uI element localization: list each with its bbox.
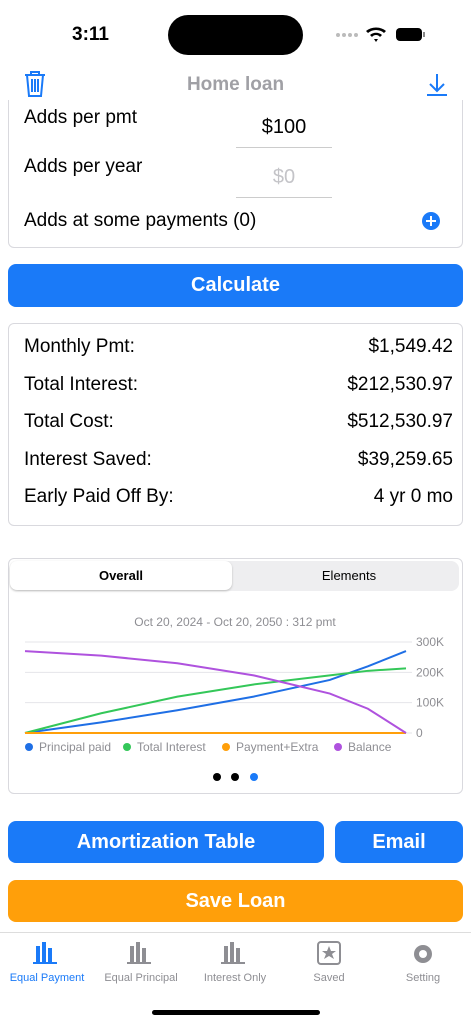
legend-label: Balance [348, 740, 392, 754]
y-tick-label: 0 [416, 726, 423, 740]
chart: Oct 20, 2024 - Oct 20, 2050 : 312 pmt 0 1… [24, 615, 444, 781]
legend-label: Payment+Extra [236, 740, 319, 754]
series-line [24, 650, 407, 734]
result-label: Interest Saved: [24, 448, 152, 470]
chart-card [8, 558, 463, 794]
page-dot[interactable] [250, 773, 258, 781]
tab-overall[interactable]: Overall [10, 561, 232, 590]
input-label: Adds per pmt [24, 107, 137, 128]
adds-label: Adds at some payments (0) [24, 210, 257, 231]
download-icon[interactable] [425, 72, 449, 98]
legend-marker [25, 743, 33, 751]
result-row: Total Cost: $512,530.97 [24, 411, 453, 433]
result-row: Interest Saved: $39,259.65 [24, 449, 453, 471]
y-tick-label: 200K [416, 665, 444, 679]
save-button[interactable]: Save Loan [8, 880, 463, 922]
legend-marker [222, 743, 230, 751]
tab-item[interactable]: Saved [313, 972, 345, 984]
y-tick-label: 100K [416, 696, 444, 710]
calculate-button[interactable]: Calculate [8, 264, 463, 307]
legend-marker [334, 743, 342, 751]
series-line [24, 667, 407, 734]
page-dot[interactable] [213, 773, 221, 781]
legend-label: Principal paid [39, 740, 111, 754]
status-icons [336, 27, 425, 42]
tab-item[interactable]: Equal Payment [9, 972, 85, 984]
delete-icon[interactable] [22, 70, 48, 98]
result-row: Monthly Pmt: $1,549.42 [24, 336, 453, 358]
results-card [8, 323, 463, 526]
result-row: Total Interest: $212,530.97 [24, 374, 453, 396]
result-value: $512,530.97 [347, 411, 453, 432]
nav-title: Home loan [186, 74, 285, 95]
result-label: Total Interest: [24, 373, 139, 395]
result-label: Monthly Pmt: [24, 336, 135, 357]
result-value: $39,259.65 [357, 448, 453, 470]
input-field[interactable]: $0 [236, 166, 332, 198]
result-label: Early Paid Off By: [24, 486, 174, 507]
tab-elements[interactable]: Elements [321, 568, 377, 583]
tabbar-icons [33, 941, 432, 965]
result-row: Early Paid Off By: 4 yr 0 mo [24, 486, 453, 508]
legend-marker [123, 743, 131, 751]
legend-label: Total Interest [137, 740, 206, 754]
result-label: Total Cost: [24, 411, 114, 432]
result-value: $1,549.42 [368, 336, 453, 357]
result-value: 4 yr 0 mo [373, 486, 453, 507]
home-indicator [152, 1010, 320, 1015]
tab-item[interactable]: Equal Principal [104, 972, 178, 984]
tabbar-divider [0, 932, 471, 933]
input-field[interactable]: $100 [236, 116, 332, 148]
series-line [24, 650, 407, 734]
result-value: $212,530.97 [347, 373, 453, 395]
island [168, 15, 303, 55]
page-dot[interactable] [231, 773, 239, 781]
inputs-card [8, 100, 463, 248]
email-button[interactable]: Email [335, 821, 463, 863]
add-icon[interactable] [421, 211, 441, 231]
y-tick-label: 300K [416, 635, 444, 649]
time: 3:11 [72, 24, 109, 45]
input-label: Adds per year [24, 156, 143, 177]
tab-item[interactable]: Setting [405, 972, 441, 984]
tab-item[interactable]: Interest Only [203, 972, 267, 984]
chart-subtitle: Oct 20, 2024 - Oct 20, 2050 : 312 pmt [134, 615, 336, 629]
amortization-button[interactable]: Amortization Table [8, 821, 324, 863]
